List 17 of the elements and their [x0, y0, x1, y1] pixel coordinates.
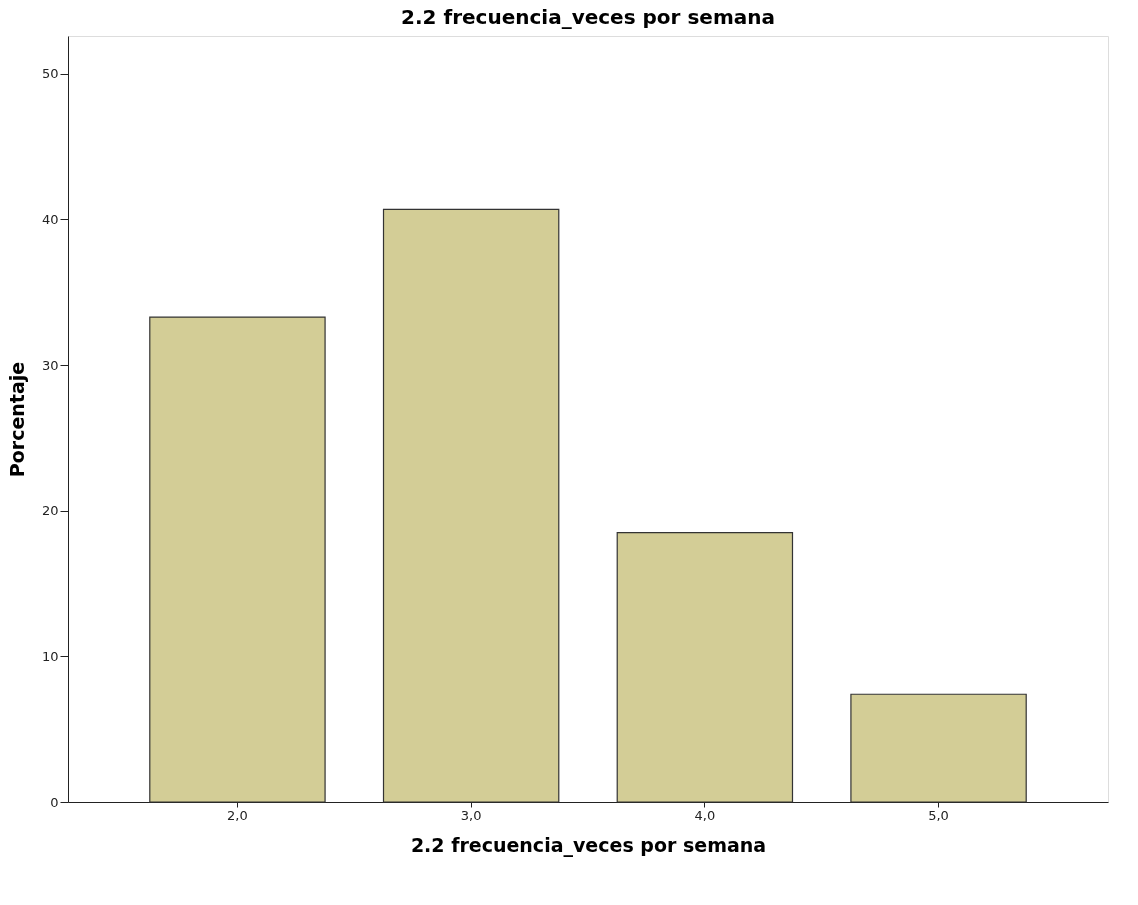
bar	[149, 316, 326, 803]
y-tick-label: 10	[41, 648, 59, 664]
x-tick-label: 5,0	[928, 807, 949, 823]
y-tick-label: 0	[50, 794, 59, 810]
x-tick-label: 2,0	[227, 807, 248, 823]
bar	[850, 693, 1027, 803]
y-tick-label: 50	[41, 66, 59, 82]
chart-title: 2.2 frecuencia_veces por semana	[401, 5, 775, 29]
x-tick-label: 3,0	[460, 807, 482, 823]
y-tick-label: 40	[41, 211, 59, 227]
bar	[382, 208, 560, 803]
y-tick-label: 30	[41, 357, 59, 373]
x-tick-label: 4,0	[694, 807, 716, 823]
x-axis-title: 2.2 frecuencia_veces por semana	[410, 833, 767, 857]
y-tick-label: 20	[41, 503, 59, 519]
y-axis-title: Porcentaje	[5, 361, 28, 478]
bar	[616, 531, 794, 803]
